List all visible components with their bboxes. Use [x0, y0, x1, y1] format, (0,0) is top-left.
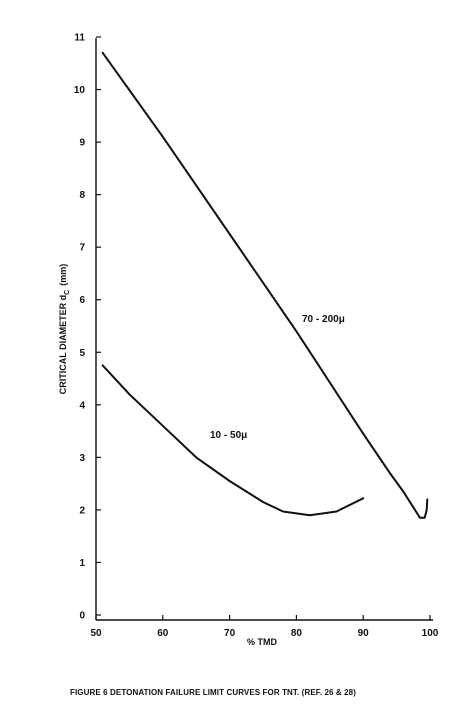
x-axis-title: % TMD [247, 637, 277, 647]
series-line-70-200 [101, 51, 429, 519]
y-tick-label: 2 [79, 505, 85, 516]
x-tick-label: 70 [224, 628, 236, 639]
y-tick-label: 1 [79, 558, 85, 569]
y-tick-label: 8 [79, 190, 85, 201]
axes [95, 38, 433, 621]
x-tick-label: 100 [422, 628, 439, 639]
x-tick-label: 90 [358, 628, 370, 639]
series-layer [101, 51, 429, 519]
y-tick-label: 9 [79, 138, 85, 149]
y-tick-label: 7 [79, 243, 85, 254]
y-tick-label: 3 [79, 453, 85, 464]
y-axis-title: CRITICAL DIAMETER dC (mm) [58, 264, 71, 394]
series-label-70-200: 70 - 200μ [302, 314, 345, 325]
y-axis-title-main: CRITICAL DIAMETER d [58, 295, 68, 394]
series-line-10-50 [101, 364, 365, 517]
ticks: 0 1 2 3 4 5 6 7 8 9 10 11 50 60 70 80 90 100 [74, 33, 439, 640]
x-tick-label: 50 [90, 628, 102, 639]
y-tick-label: 5 [79, 348, 85, 359]
y-tick-label: 11 [74, 33, 85, 44]
y-tick-label: 10 [74, 85, 86, 96]
x-tick-label: 60 [157, 628, 169, 639]
y-tick-label: 0 [79, 611, 85, 622]
y-tick-label: 6 [79, 295, 85, 306]
y-tick-label: 4 [79, 400, 85, 411]
series-label-10-50: 10 - 50μ [210, 430, 247, 441]
y-axis-title-subscript: C [64, 290, 71, 295]
x-tick-label: 80 [291, 628, 303, 639]
y-axis-title-unit: (mm) [58, 264, 68, 286]
figure-caption: FIGURE 6 DETONATION FAILURE LIMIT CURVES… [70, 688, 356, 697]
